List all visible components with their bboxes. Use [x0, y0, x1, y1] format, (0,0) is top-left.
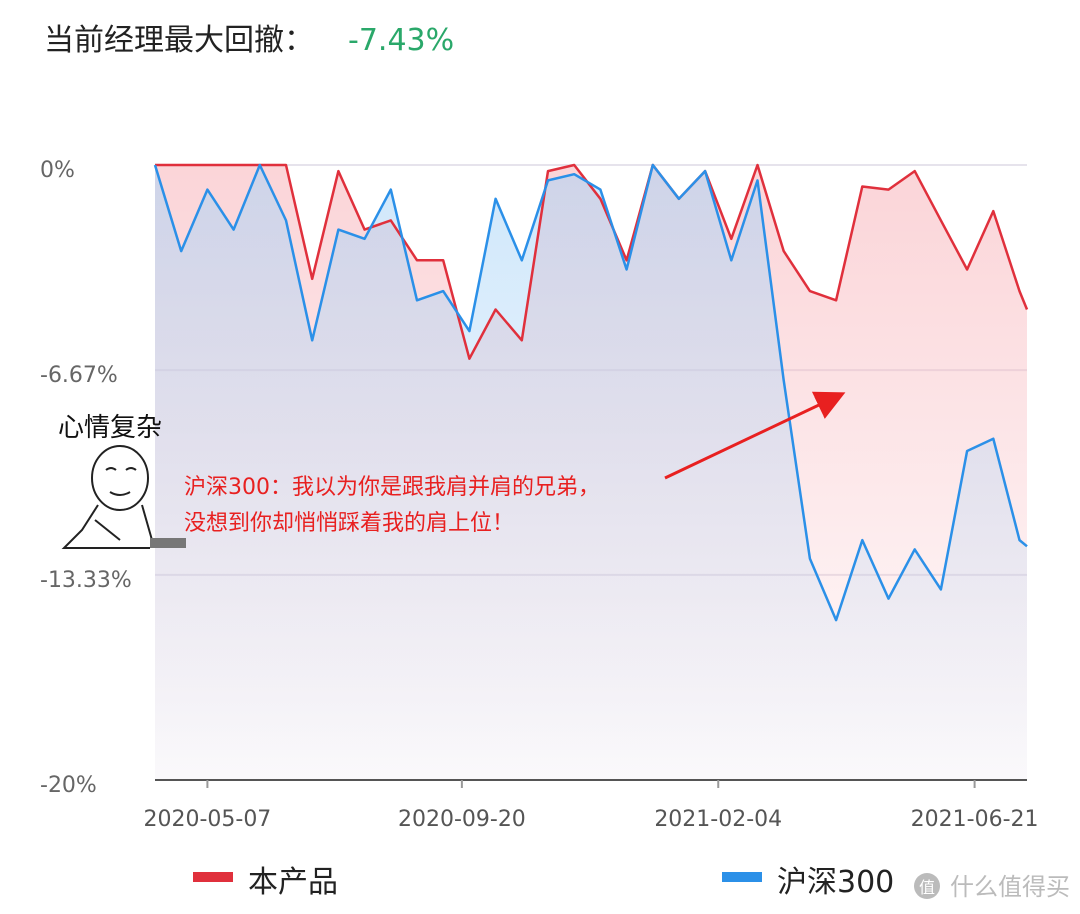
y-tick-label: -6.67% — [40, 363, 118, 388]
y-tick-label: -13.33% — [40, 568, 132, 593]
watermark: 什么值得买 — [950, 873, 1070, 901]
watermark-icon: 值 — [919, 878, 935, 897]
annotation: 没想到你却悄悄踩着我的肩上位！ — [184, 511, 514, 536]
sticker-caption: 心情复杂 — [58, 413, 162, 443]
line — [153, 163, 1028, 622]
x-tick-label: 2020-05-07 — [143, 807, 271, 832]
x-tick-label: 2020-09-20 — [398, 807, 526, 832]
annotation-arrow — [664, 391, 846, 480]
legend-label: 本产品 — [248, 865, 338, 900]
x-tick-label: 2021-02-04 — [654, 807, 782, 832]
legend-label: 沪深300 — [777, 865, 894, 900]
x-tick-label: 2021-06-21 — [911, 807, 1039, 832]
watermark-icon-bg — [914, 873, 940, 899]
line — [155, 163, 1029, 360]
legend-swatch — [193, 872, 233, 882]
y-tick-label: -20% — [40, 773, 97, 798]
header-label: 当前经理最大回撤： — [44, 23, 314, 58]
area — [155, 165, 1027, 780]
sticker — [61, 445, 186, 549]
annotation: 沪深300：我以为你是跟我肩并肩的兄弟， — [184, 475, 600, 500]
y-tick-label: 0% — [40, 158, 75, 183]
legend-swatch — [722, 872, 762, 882]
header-value: -7.43% — [348, 23, 454, 58]
